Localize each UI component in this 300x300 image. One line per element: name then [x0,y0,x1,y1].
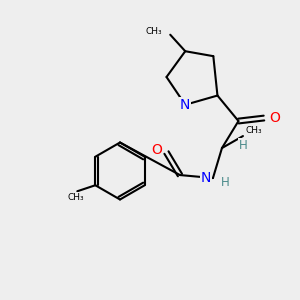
Text: O: O [269,111,280,125]
Text: N: N [180,98,190,112]
Text: CH₃: CH₃ [246,125,262,134]
Text: N: N [201,171,211,185]
Text: H: H [238,139,247,152]
Text: O: O [151,142,162,157]
Text: H: H [221,176,230,189]
Text: CH₃: CH₃ [145,27,162,36]
Text: CH₃: CH₃ [68,193,84,202]
